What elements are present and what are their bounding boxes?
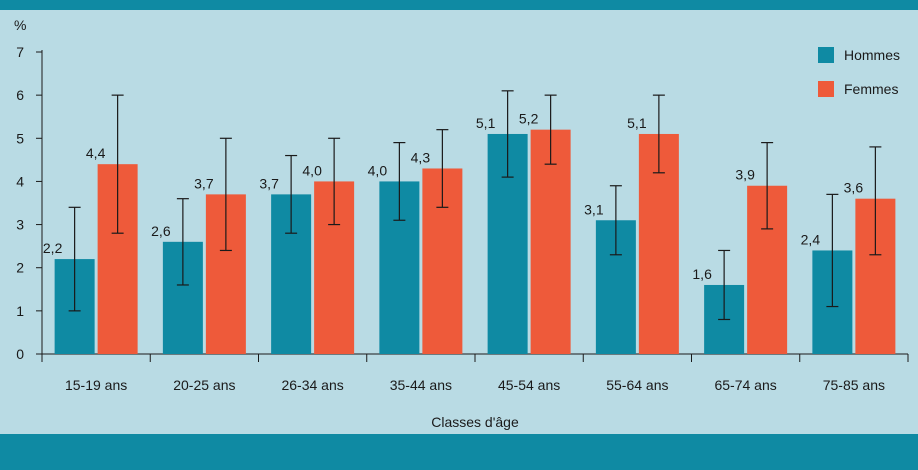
data-label: 1,6: [692, 266, 712, 282]
y-tick-label: 1: [16, 303, 24, 319]
y-tick-label: 5: [16, 130, 24, 146]
legend-label-hommes: Hommes: [844, 47, 900, 63]
x-tick-label: 75-85 ans: [823, 377, 885, 393]
y-axis-label: %: [14, 17, 26, 33]
data-label: 3,1: [584, 201, 604, 217]
data-label: 2,2: [43, 240, 63, 256]
y-tick-label: 0: [16, 346, 24, 362]
data-label: 4,0: [302, 162, 322, 178]
top-band: [0, 0, 918, 10]
x-axis-title: Classes d'âge: [431, 414, 519, 430]
data-label: 3,6: [844, 180, 864, 196]
legend-label-femmes: Femmes: [844, 81, 898, 97]
data-label: 5,1: [627, 115, 647, 131]
data-label: 4,3: [411, 149, 431, 165]
data-label: 4,0: [368, 162, 388, 178]
data-label: 3,7: [259, 175, 279, 191]
y-tick-label: 2: [16, 260, 24, 276]
x-tick-label: 65-74 ans: [714, 377, 776, 393]
x-tick-label: 55-64 ans: [606, 377, 668, 393]
y-tick-label: 7: [16, 44, 24, 60]
data-label: 3,9: [735, 167, 755, 183]
bar-femmes: [530, 129, 571, 354]
data-label: 5,1: [476, 115, 496, 131]
x-tick-label: 26-34 ans: [281, 377, 343, 393]
x-tick-label: 35-44 ans: [390, 377, 452, 393]
legend-swatch-femmes: [818, 81, 834, 97]
data-label: 2,4: [801, 231, 821, 247]
bottom-band: [0, 434, 918, 470]
bar-chart: % 0 1 2 3 4 5 6 7 15-19 ans 2,2 4,4 20-25 ans 2,6 3,7 2…: [14, 17, 909, 430]
data-label: 5,2: [519, 111, 539, 127]
x-tick-label: 45-54 ans: [498, 377, 560, 393]
legend-swatch-hommes: [818, 47, 834, 63]
x-tick-label: 15-19 ans: [65, 377, 127, 393]
data-label: 4,4: [86, 145, 106, 161]
y-tick-label: 6: [16, 87, 24, 103]
data-label: 3,7: [194, 175, 214, 191]
x-tick-label: 20-25 ans: [173, 377, 235, 393]
y-tick-label: 3: [16, 217, 24, 233]
y-tick-label: 4: [16, 173, 24, 189]
data-label: 2,6: [151, 223, 171, 239]
